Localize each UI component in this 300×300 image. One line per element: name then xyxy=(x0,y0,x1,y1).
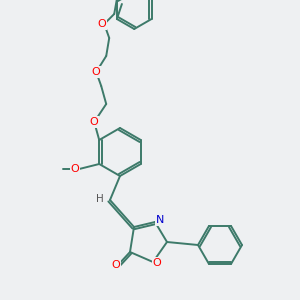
Text: O: O xyxy=(153,258,161,268)
Text: O: O xyxy=(71,164,80,174)
Text: O: O xyxy=(90,117,99,127)
Text: H: H xyxy=(96,194,104,204)
Text: O: O xyxy=(112,260,120,270)
Text: N: N xyxy=(156,215,164,225)
Text: O: O xyxy=(98,19,106,29)
Text: O: O xyxy=(92,67,100,77)
